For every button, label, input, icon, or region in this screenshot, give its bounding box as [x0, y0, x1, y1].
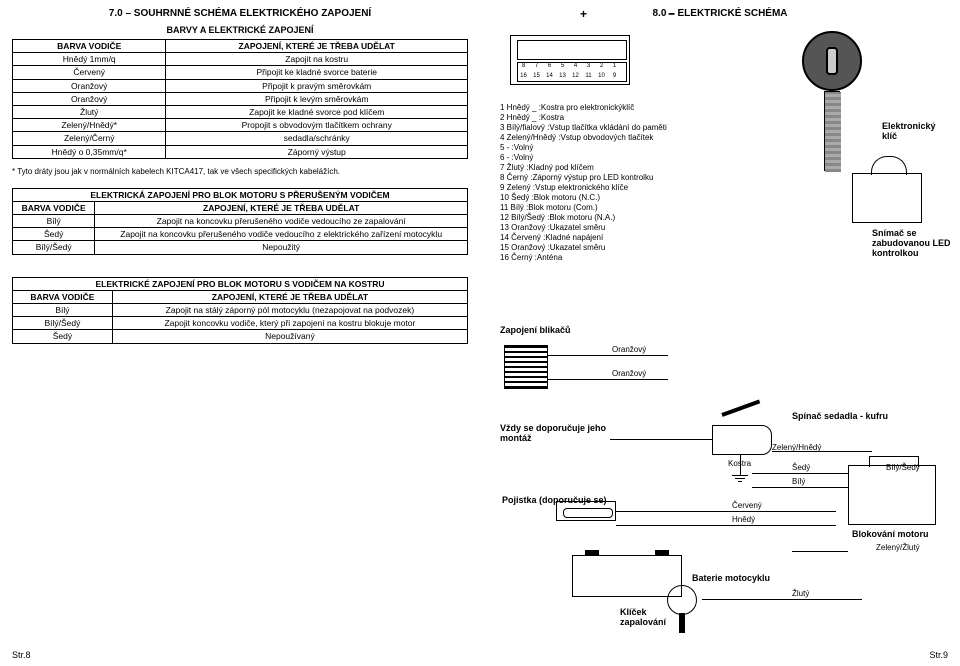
- wire: [792, 551, 848, 552]
- schematic: 87654321 161514131211109 1 Hnědý _ :Kost…: [492, 25, 948, 615]
- table-row: OranžovýPřipojit k levým směrovkám: [13, 92, 468, 105]
- wire: [752, 487, 848, 488]
- colors-head: BARVY A ELEKTRICKÉ ZAPOJENÍ: [12, 25, 468, 35]
- table-3: ELEKTRICKÉ ZAPOJENÍ PRO BLOK MOTORU S VO…: [12, 277, 468, 344]
- table-row: ČervenýPřipojit ke kladné svorce baterie: [13, 66, 468, 79]
- pin-row-bot: 161514131211109: [518, 73, 620, 79]
- label-white: Bílý: [792, 477, 805, 486]
- t2-title: ELEKTRICKÁ ZAPOJENÍ PRO BLOK MOTORU S PŘ…: [13, 188, 468, 201]
- t1-h1: BARVA VODIČE: [13, 40, 166, 53]
- motor-block-icon: [848, 465, 936, 525]
- label-ekey: Elektronický klíč: [882, 121, 948, 141]
- t2-h2: ZAPOJENÍ, KTERÉ JE TŘEBA UDĚLAT: [95, 201, 468, 214]
- footer-left: Str.8: [12, 650, 31, 660]
- label-ledbox: Snímač se zabudovanou LED kontrolkou: [872, 229, 952, 259]
- label-brown: Hnědý: [732, 515, 755, 524]
- legend-item: 5 - :Volný: [500, 143, 667, 153]
- right-title: 8.0 – ELEKTRICKÉ SCHÉMA: [492, 8, 948, 19]
- table-row: Bílý/ŠedýZapojit koncovku vodiče, který …: [13, 317, 468, 330]
- led-box-icon: [852, 173, 922, 223]
- label-grey: Šedý: [792, 463, 810, 472]
- legend: 1 Hnědý _ :Kostra pro elektronickýklíč 2…: [500, 103, 667, 263]
- label-red: Červený: [732, 501, 762, 510]
- legend-item: 9 Zelený :Vstup elektronického klíče: [500, 183, 667, 193]
- t3-title: ELEKTRICKÉ ZAPOJENÍ PRO BLOK MOTORU S VO…: [13, 277, 468, 290]
- table-row: Zelený/Černýsedadla/schránky: [13, 132, 468, 145]
- t3-h1: BARVA VODIČE: [13, 290, 113, 303]
- fuse-icon: [556, 501, 616, 521]
- legend-item: 12 Bílý/Šedý :Blok motoru (N.A.): [500, 213, 667, 223]
- wire: [772, 451, 872, 452]
- table-row: ŠedýZapojit na koncovku přerušeného vodi…: [13, 228, 468, 241]
- gnd-icon: [735, 478, 745, 479]
- wire: [548, 379, 668, 380]
- table-row: Hnědý o 0,35mm/q*Záporný výstup: [13, 145, 468, 158]
- label-yellow: Žlutý: [792, 589, 809, 598]
- legend-item: 8 Černý :Záporný výstup pro LED kontrolk…: [500, 173, 667, 183]
- t2-h1: BARVA VODIČE: [13, 201, 95, 214]
- legend-item: 2 Hnědý _ :Kostra: [500, 113, 667, 123]
- page-right: 8.0 – ELEKTRICKÉ SCHÉMA 87654321 1615141…: [480, 0, 960, 666]
- wire: [702, 599, 862, 600]
- pin-row-top: 87654321: [518, 63, 620, 69]
- seat-switch-icon: [712, 425, 772, 455]
- label-blinker-bot: Oranžový: [612, 369, 646, 378]
- table-row: Hnědý 1mm/qZapojit na kostru: [13, 53, 468, 66]
- legend-item: 6 - :Volný: [500, 153, 667, 163]
- key-icon: [792, 31, 872, 101]
- legend-item: 13 Oranžový :Ukazatel směru: [500, 223, 667, 233]
- table-row: Bílý/ŠedýNepoužitý: [13, 241, 468, 254]
- wire: [616, 525, 836, 526]
- wire: [616, 511, 836, 512]
- label-battery: Baterie motocyklu: [692, 573, 770, 583]
- t1-h2: ZAPOJENÍ, KTERÉ JE TŘEBA UDĚLAT: [166, 40, 468, 53]
- legend-item: 11 Bílý :Blok motoru (Com.): [500, 203, 667, 213]
- wire: [548, 355, 668, 356]
- page-left: 7.0 – SOUHRNNÉ SCHÉMA ELEKTRICKÉHO ZAPOJ…: [0, 0, 480, 666]
- label-blinkers: Zapojení blikačů: [500, 325, 571, 335]
- minus-icon: −: [668, 7, 675, 21]
- footnote: * Tyto dráty jsou jak v normálních kabel…: [12, 167, 468, 176]
- label-green-yel: Zelený/Žlutý: [876, 543, 920, 552]
- footer-right: Str.9: [929, 650, 948, 660]
- label-seat-sw: Spínač sedadla - kufru: [792, 411, 888, 421]
- t3-h2: ZAPOJENÍ, KTERÉ JE TŘEBA UDĚLAT: [112, 290, 467, 303]
- legend-item: 3 Bílý/fialový :Vstup tlačítka vkládání …: [500, 123, 667, 133]
- seat-arm-icon: [721, 399, 760, 416]
- legend-item: 16 Černý :Anténa: [500, 253, 667, 263]
- wire: [752, 473, 848, 474]
- left-title: 7.0 – SOUHRNNÉ SCHÉMA ELEKTRICKÉHO ZAPOJ…: [12, 8, 468, 19]
- plus-icon: +: [580, 7, 587, 21]
- table-row: BílýZapojit na stálý záporný pól motocyk…: [13, 304, 468, 317]
- gnd-icon: [732, 475, 748, 476]
- table-row: ŠedýNepoužívaný: [13, 330, 468, 343]
- legend-item: 1 Hnědý _ :Kostra pro elektronickýklíč: [500, 103, 667, 113]
- table-row: ŽlutýZapojit ke kladné svorce pod klíčem: [13, 105, 468, 118]
- gnd-icon: [738, 481, 742, 482]
- wire: [610, 439, 712, 440]
- table-row: BílýZapojit na koncovku přerušeného vodi…: [13, 215, 468, 228]
- legend-item: 14 Červený :Kladné napájení: [500, 233, 667, 243]
- label-motor: Blokování motoru: [852, 529, 929, 539]
- table-row: OranžovýPřipojit k pravým směrovkám: [13, 79, 468, 92]
- legend-item: 15 Oranžový :Ukazatel směru: [500, 243, 667, 253]
- label-white-grey: Bílý/Šedý: [886, 463, 920, 472]
- label-keysw: Klíček zapalování: [620, 607, 670, 627]
- table-2: ELEKTRICKÁ ZAPOJENÍ PRO BLOK MOTORU S PŘ…: [12, 188, 468, 255]
- legend-item: 7 Žlutý :Kladný pod klíčem: [500, 163, 667, 173]
- table-row: Zelený/Hnědý*Propojit s obvodovým tlačít…: [13, 119, 468, 132]
- label-seat-rec: Vždy se doporučuje jeho montáž: [500, 423, 610, 443]
- table-1: BARVA VODIČE ZAPOJENÍ, KTERÉ JE TŘEBA UD…: [12, 39, 468, 159]
- legend-item: 10 Šedý :Blok motoru (N.C.): [500, 193, 667, 203]
- label-blinker-top: Oranžový: [612, 345, 646, 354]
- wire: [740, 455, 741, 475]
- blinker-icon: [504, 345, 548, 389]
- legend-item: 4 Zelený/Hnědý :Vstup obvodových tlačíte…: [500, 133, 667, 143]
